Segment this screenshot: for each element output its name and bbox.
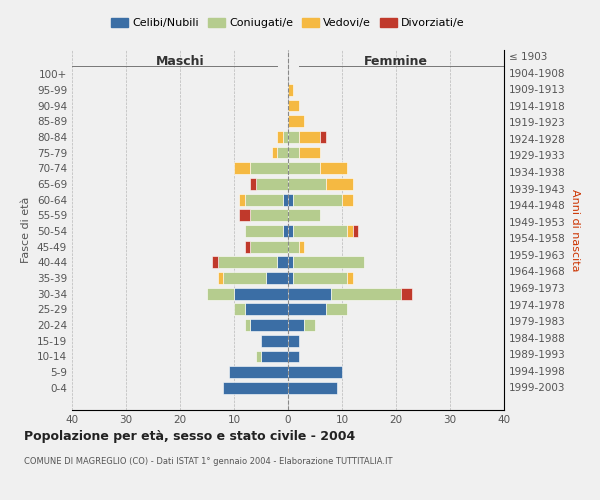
Bar (223, 272, 266, 284)
Bar (288, 116, 304, 127)
Text: Femmine: Femmine (364, 55, 428, 68)
Bar (245, 304, 288, 315)
Bar (234, 288, 288, 300)
Bar (288, 366, 342, 378)
Bar (245, 319, 250, 331)
Bar (277, 146, 288, 158)
Bar (283, 131, 288, 143)
Bar (245, 225, 283, 237)
Bar (288, 210, 320, 221)
Bar (250, 162, 288, 174)
Bar (250, 241, 288, 252)
Bar (347, 272, 353, 284)
Bar (234, 304, 245, 315)
Bar (277, 256, 288, 268)
Bar (288, 131, 299, 143)
Bar (320, 162, 347, 174)
Bar (266, 272, 288, 284)
Bar (326, 304, 347, 315)
Bar (288, 304, 326, 315)
Bar (288, 272, 293, 284)
Bar (299, 241, 304, 252)
Bar (261, 350, 288, 362)
Bar (288, 84, 293, 96)
Legend: Celibi/Nubili, Coniugati/e, Vedovi/e, Divorziati/e: Celibi/Nubili, Coniugati/e, Vedovi/e, Di… (107, 13, 469, 32)
Bar (288, 100, 299, 112)
Text: COMUNE DI MAGREGLIO (CO) - Dati ISTAT 1° gennaio 2004 - Elaborazione TUTTITALIA.: COMUNE DI MAGREGLIO (CO) - Dati ISTAT 1°… (24, 458, 392, 466)
Bar (218, 256, 277, 268)
Bar (283, 225, 288, 237)
Bar (272, 146, 277, 158)
Bar (401, 288, 412, 300)
Bar (288, 241, 299, 252)
Bar (331, 288, 401, 300)
Y-axis label: Fasce di età: Fasce di età (22, 197, 31, 263)
Bar (288, 335, 299, 346)
Bar (212, 256, 218, 268)
Bar (320, 131, 326, 143)
Bar (288, 319, 304, 331)
Bar (293, 256, 364, 268)
Bar (239, 210, 250, 221)
Bar (250, 210, 288, 221)
Bar (218, 272, 223, 284)
Bar (239, 194, 245, 205)
Bar (353, 225, 358, 237)
Bar (207, 288, 234, 300)
Bar (288, 225, 293, 237)
Y-axis label: Anni di nascita: Anni di nascita (569, 188, 580, 271)
Bar (250, 178, 256, 190)
Bar (288, 256, 293, 268)
Bar (299, 131, 320, 143)
Bar (288, 382, 337, 394)
Bar (326, 178, 353, 190)
Bar (256, 350, 261, 362)
Bar (234, 162, 250, 174)
Bar (342, 194, 353, 205)
Bar (293, 194, 342, 205)
Bar (288, 288, 331, 300)
Bar (229, 366, 288, 378)
Bar (277, 131, 283, 143)
Bar (293, 272, 347, 284)
Bar (299, 146, 320, 158)
Bar (250, 319, 288, 331)
Bar (223, 382, 288, 394)
Bar (245, 194, 283, 205)
Bar (304, 319, 315, 331)
Text: Maschi: Maschi (155, 55, 205, 68)
Bar (288, 162, 320, 174)
Bar (347, 225, 353, 237)
Bar (283, 194, 288, 205)
Text: Popolazione per età, sesso e stato civile - 2004: Popolazione per età, sesso e stato civil… (24, 430, 355, 443)
Bar (288, 194, 293, 205)
Bar (245, 241, 250, 252)
Bar (288, 146, 299, 158)
Bar (261, 335, 288, 346)
Bar (256, 178, 288, 190)
Bar (288, 350, 299, 362)
Bar (293, 225, 347, 237)
Bar (288, 178, 326, 190)
